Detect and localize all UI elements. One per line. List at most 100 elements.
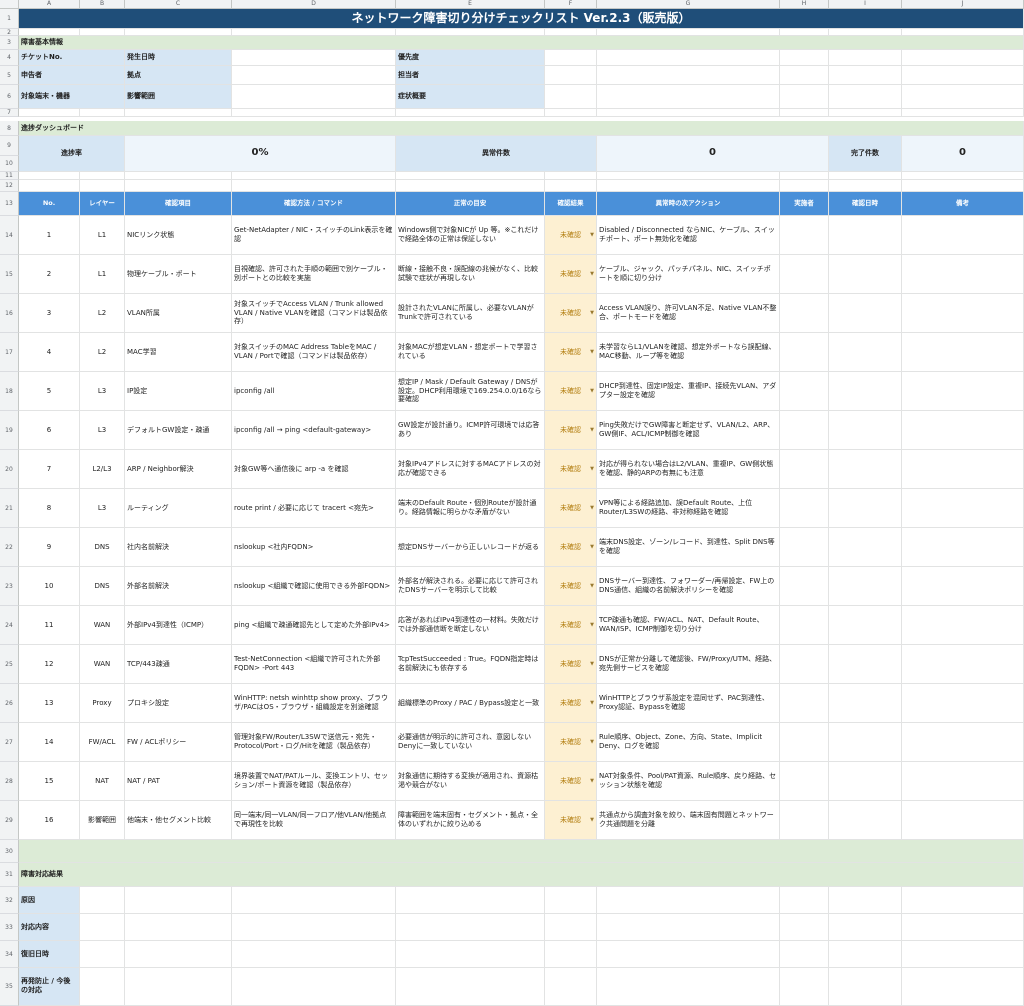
row-executor[interactable] [780, 762, 829, 801]
row-header-17[interactable]: 17 [0, 333, 19, 372]
input-occurred[interactable] [232, 50, 396, 66]
row-notes[interactable] [902, 801, 1024, 840]
grid-cell[interactable] [125, 180, 232, 192]
grid-cell[interactable] [80, 29, 125, 36]
row-result-select[interactable]: 未確認 ▼ [545, 567, 597, 606]
row-result-select[interactable]: 未確認 ▼ [545, 294, 597, 333]
grid-cell[interactable] [597, 85, 780, 109]
grid-cell[interactable] [597, 29, 780, 36]
row-executor[interactable] [780, 684, 829, 723]
dropdown-arrow-icon[interactable]: ▼ [590, 582, 594, 589]
row-header-34[interactable]: 34 [0, 941, 19, 968]
row-header-25[interactable]: 25 [0, 645, 19, 684]
row-notes[interactable] [902, 567, 1024, 606]
input-response[interactable] [80, 914, 1024, 941]
row-date[interactable] [829, 372, 902, 411]
row-date[interactable] [829, 684, 902, 723]
row-executor[interactable] [780, 801, 829, 840]
row-executor[interactable] [780, 450, 829, 489]
grid-cell[interactable] [597, 66, 780, 85]
column-header-E[interactable]: E [396, 0, 545, 9]
row-header-9[interactable]: 9 [0, 136, 19, 156]
row-notes[interactable] [902, 528, 1024, 567]
row-header-4[interactable]: 4 [0, 50, 19, 66]
dropdown-arrow-icon[interactable]: ▼ [590, 426, 594, 433]
row-executor[interactable] [780, 606, 829, 645]
row-notes[interactable] [902, 255, 1024, 294]
grid-cell[interactable] [829, 85, 902, 109]
row-header-8[interactable]: 8 [0, 121, 19, 136]
column-header-D[interactable]: D [232, 0, 396, 9]
grid-cell[interactable] [780, 85, 829, 109]
row-header-5[interactable]: 5 [0, 66, 19, 85]
row-header-7[interactable]: 7 [0, 109, 19, 117]
grid-cell[interactable] [902, 85, 1024, 109]
row-header-26[interactable]: 26 [0, 684, 19, 723]
grid-cell[interactable] [125, 172, 232, 180]
grid-cell[interactable] [19, 180, 80, 192]
grid-cell[interactable] [597, 180, 780, 192]
row-notes[interactable] [902, 489, 1024, 528]
dropdown-arrow-icon[interactable]: ▼ [590, 387, 594, 394]
row-notes[interactable] [902, 216, 1024, 255]
row-notes[interactable] [902, 411, 1024, 450]
row-executor[interactable] [780, 528, 829, 567]
column-header-G[interactable]: G [597, 0, 780, 9]
grid-cell[interactable] [232, 180, 396, 192]
row-executor[interactable] [780, 411, 829, 450]
row-notes[interactable] [902, 450, 1024, 489]
grid-cell[interactable] [80, 172, 125, 180]
row-date[interactable] [829, 567, 902, 606]
row-date[interactable] [829, 528, 902, 567]
row-result-select[interactable]: 未確認 ▼ [545, 333, 597, 372]
dropdown-arrow-icon[interactable]: ▼ [590, 309, 594, 316]
row-result-select[interactable]: 未確認 ▼ [545, 489, 597, 528]
dropdown-arrow-icon[interactable]: ▼ [590, 348, 594, 355]
row-result-select[interactable]: 未確認 ▼ [545, 411, 597, 450]
row-notes[interactable] [902, 723, 1024, 762]
grid-cell[interactable] [396, 180, 545, 192]
row-header-21[interactable]: 21 [0, 489, 19, 528]
grid-cell[interactable] [80, 180, 125, 192]
grid-cell[interactable] [780, 180, 829, 192]
grid-cell[interactable] [80, 109, 125, 117]
row-header-23[interactable]: 23 [0, 567, 19, 606]
row-header-28[interactable]: 28 [0, 762, 19, 801]
row-notes[interactable] [902, 606, 1024, 645]
row-date[interactable] [829, 216, 902, 255]
input-prevention[interactable] [80, 968, 1024, 1006]
row-header-13[interactable]: 13 [0, 192, 19, 216]
grid-cell[interactable] [545, 109, 597, 117]
row-header-32[interactable]: 32 [0, 887, 19, 914]
row-date[interactable] [829, 294, 902, 333]
column-header-H[interactable]: H [780, 0, 829, 9]
grid-cell[interactable] [396, 29, 545, 36]
grid-cell[interactable] [19, 109, 80, 117]
row-result-select[interactable]: 未確認 ▼ [545, 606, 597, 645]
row-date[interactable] [829, 606, 902, 645]
row-executor[interactable] [780, 645, 829, 684]
row-header-22[interactable]: 22 [0, 528, 19, 567]
row-header-31[interactable]: 31 [0, 863, 19, 887]
row-header-35[interactable]: 35 [0, 968, 19, 1006]
row-header-20[interactable]: 20 [0, 450, 19, 489]
grid-cell[interactable] [232, 172, 396, 180]
column-header-B[interactable]: B [80, 0, 125, 9]
row-header-3[interactable]: 3 [0, 36, 19, 50]
row-notes[interactable] [902, 294, 1024, 333]
row-result-select[interactable]: 未確認 ▼ [545, 216, 597, 255]
grid-cell[interactable] [597, 172, 780, 180]
row-result-select[interactable]: 未確認 ▼ [545, 645, 597, 684]
grid-cell[interactable] [780, 109, 829, 117]
dropdown-arrow-icon[interactable]: ▼ [590, 465, 594, 472]
row-date[interactable] [829, 801, 902, 840]
row-executor[interactable] [780, 489, 829, 528]
grid-cell[interactable] [829, 29, 902, 36]
dropdown-arrow-icon[interactable]: ▼ [590, 231, 594, 238]
column-header-C[interactable]: C [125, 0, 232, 9]
row-header-15[interactable]: 15 [0, 255, 19, 294]
dropdown-arrow-icon[interactable]: ▼ [590, 504, 594, 511]
row-notes[interactable] [902, 762, 1024, 801]
grid-cell[interactable] [780, 50, 829, 66]
column-header-F[interactable]: F [545, 0, 597, 9]
